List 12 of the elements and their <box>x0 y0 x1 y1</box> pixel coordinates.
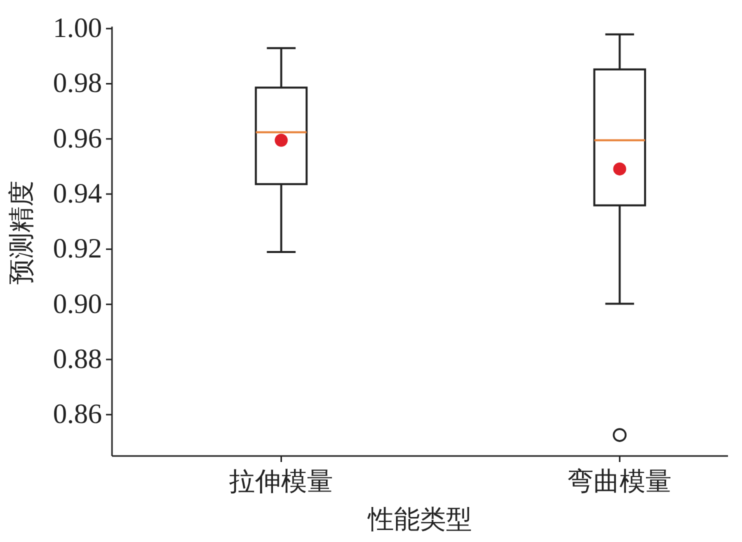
y-tick-label: 0.92 <box>53 234 102 265</box>
y-tick-label: 0.98 <box>53 68 102 100</box>
y-axis-title: 预测精度 <box>7 180 36 284</box>
y-tick-label: 0.96 <box>53 123 102 154</box>
x-tick-label: 弯曲模量 <box>568 467 672 496</box>
y-tick-label: 0.94 <box>53 178 102 210</box>
x-tick-label: 拉伸模量 <box>229 467 334 496</box>
y-tick-label: 0.86 <box>53 399 102 430</box>
x-axis-title: 性能类型 <box>367 505 472 534</box>
y-tick-label: 1.00 <box>53 13 102 44</box>
y-tick-label: 0.88 <box>53 344 102 375</box>
y-tick-label: 0.90 <box>53 288 102 320</box>
